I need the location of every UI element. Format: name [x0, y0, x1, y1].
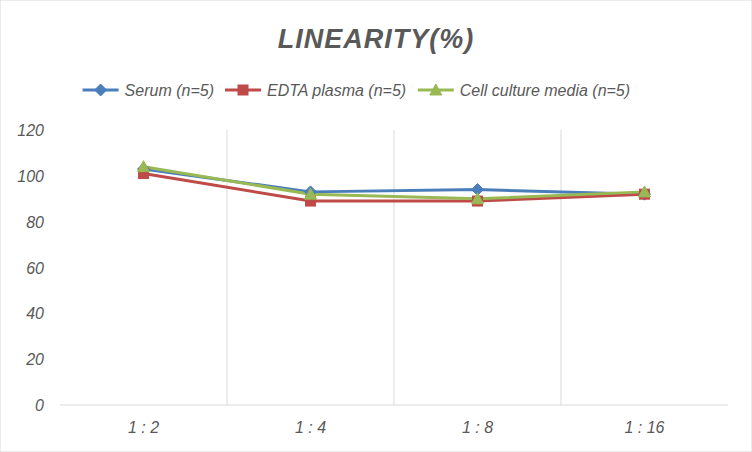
y-tick [56, 267, 60, 268]
y-tick [56, 405, 60, 406]
y-tick-label: 0 [35, 397, 44, 414]
legend-label: EDTA plasma (n=5) [267, 82, 406, 99]
legend-label: Serum (n=5) [125, 82, 214, 99]
y-tick [56, 130, 60, 131]
y-tick-label: 60 [26, 260, 44, 277]
y-axis-range [60, 130, 61, 405]
chart: LINEARITY(%) Serum (n=5) EDTA plasma (n=5)… [0, 0, 752, 452]
title: LINEARITY(%) [278, 24, 475, 54]
legend: Serum (n=5) EDTA plasma (n=5) Cell culture… [83, 82, 630, 99]
legend-label: Cell culture media (n=5) [460, 82, 630, 99]
background [0, 0, 752, 452]
y-tick-label: 40 [26, 305, 44, 322]
point [472, 193, 484, 204]
x-tick-label: 1 : 2 [128, 419, 159, 436]
y-tick-label: 120 [17, 122, 44, 139]
point [639, 186, 651, 197]
y-tick-label: 100 [17, 168, 44, 185]
point [305, 188, 317, 199]
y-tick [56, 359, 60, 360]
series-line [144, 169, 645, 194]
y-tick-label: 80 [26, 214, 44, 231]
y-tick [56, 313, 60, 314]
legend-marker [430, 84, 442, 95]
series-line [144, 167, 645, 199]
y-tick-label: 20 [25, 351, 44, 368]
x-tick-label: 1 : 4 [295, 419, 326, 436]
legend-marker [95, 84, 107, 96]
legend-marker [238, 85, 248, 95]
grid-line [227, 130, 228, 405]
y-tick [56, 175, 60, 176]
grid-line [394, 130, 395, 405]
plot-area [138, 161, 651, 206]
x-tick-label: 1 : 16 [624, 419, 664, 436]
x-tick-label: 1 : 8 [462, 419, 493, 436]
x-axis [60, 405, 728, 406]
point [138, 161, 150, 172]
y-tick [56, 221, 60, 222]
grid-line [561, 130, 562, 405]
